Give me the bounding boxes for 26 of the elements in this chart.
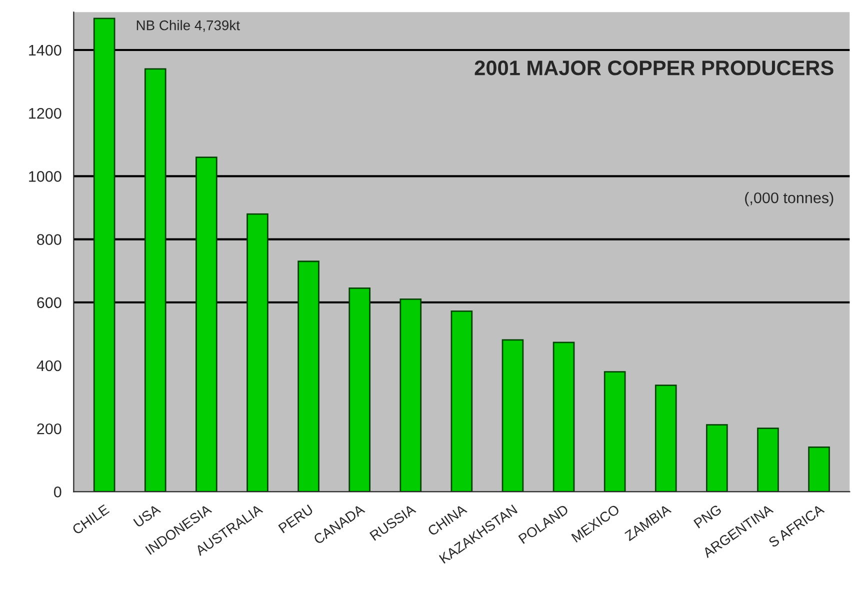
text: 2001 MAJOR COPPER PRODUCERS — [474, 60, 834, 76]
bar — [246, 213, 268, 492]
bar — [196, 156, 218, 492]
bar — [400, 298, 422, 492]
bar — [654, 384, 677, 492]
bar — [552, 342, 575, 492]
bar — [604, 371, 626, 492]
y-tick-label: 0 — [54, 486, 62, 498]
y-tick-label: 800 — [37, 234, 62, 245]
bar — [93, 18, 116, 492]
y-tick-label: 200 — [37, 423, 62, 434]
bar — [144, 68, 166, 492]
y-tick-label: 400 — [36, 360, 62, 372]
bar — [450, 310, 473, 492]
bar — [757, 428, 779, 492]
y-tick-label: 1000 — [29, 171, 62, 182]
bar — [706, 424, 728, 492]
bar — [348, 287, 370, 492]
y-tick-label: 1200 — [29, 108, 62, 119]
bar — [808, 446, 830, 492]
y-tick-label: 1400 — [29, 44, 62, 56]
annotation: (,000 tonnes) — [745, 192, 834, 206]
annotation: NB Chile 4,739kt — [136, 20, 240, 32]
y-tick-label: 600 — [37, 297, 62, 308]
bar — [502, 339, 524, 492]
bar — [298, 260, 320, 492]
